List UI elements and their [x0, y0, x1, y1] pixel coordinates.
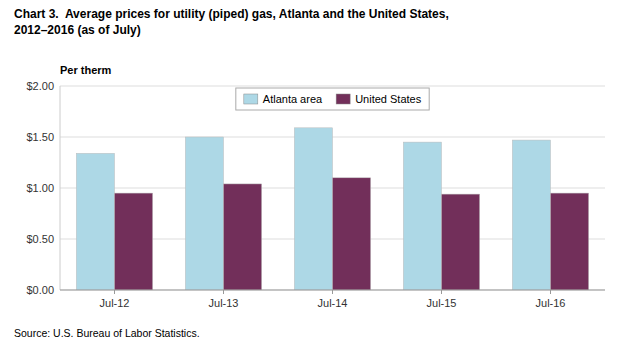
x-tick-label: Jul-13 — [209, 297, 239, 309]
x-tick — [114, 290, 115, 294]
x-tick — [550, 290, 551, 294]
x-tick-label: Jul-14 — [318, 297, 348, 309]
grid — [60, 86, 605, 290]
bar — [294, 128, 332, 290]
chart: Chart 3. Average prices for utility (pip… — [0, 0, 622, 347]
y-axis-label: Per therm — [60, 64, 112, 76]
legend-frame — [236, 88, 429, 110]
subtitle: 2012–2016 (as of July) — [14, 23, 141, 37]
y-tick-label: $0.50 — [26, 233, 54, 245]
x-tick-label: Jul-12 — [100, 297, 130, 309]
bar — [333, 178, 371, 290]
bar — [403, 142, 441, 290]
grid-line — [60, 86, 605, 87]
bar — [551, 193, 589, 290]
x-tick — [332, 290, 333, 294]
x-tick-label: Jul-16 — [536, 297, 566, 309]
y-tick-label: $1.00 — [26, 182, 54, 194]
x-tick-label: Jul-15 — [427, 297, 457, 309]
bar — [76, 153, 114, 290]
bar — [512, 140, 550, 290]
title: Chart 3. Average prices for utility (pip… — [14, 7, 449, 21]
y-tick-label: $2.00 — [26, 80, 54, 92]
bar — [115, 193, 153, 290]
annotation: Source: U.S. Bureau of Labor Statistics. — [14, 327, 200, 339]
legend-swatch — [244, 94, 258, 104]
legend-label: Atlanta area — [263, 93, 323, 105]
bar — [185, 137, 223, 290]
bars — [76, 128, 588, 290]
y-tick-label: $0.00 — [26, 284, 54, 296]
y-axis-line — [60, 86, 61, 290]
legend: Atlanta area United States — [236, 88, 429, 110]
legend-swatch — [336, 94, 350, 104]
bar — [442, 194, 480, 290]
legend-label: United States — [355, 93, 422, 105]
x-tick — [223, 290, 224, 294]
x-tick — [441, 290, 442, 294]
bar — [224, 184, 262, 290]
y-tick-label: $1.50 — [26, 131, 54, 143]
